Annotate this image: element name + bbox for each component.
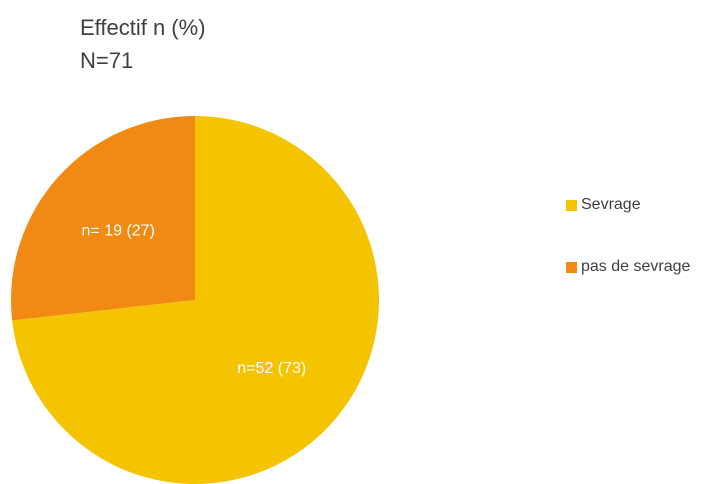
- pie-slice: [12, 116, 379, 484]
- chart-title: Effectif n (%): [80, 15, 206, 40]
- data-label: n= 19 (27): [82, 222, 155, 239]
- legend-label: Sevrage: [581, 196, 641, 213]
- legend-label: pas de sevrage: [581, 258, 691, 275]
- legend-swatch: [566, 262, 577, 273]
- legend-swatch: [566, 200, 577, 211]
- chart-subtitle: N=71: [80, 48, 133, 73]
- data-label: n=52 (73): [237, 360, 306, 377]
- pie-slice: [10, 116, 195, 321]
